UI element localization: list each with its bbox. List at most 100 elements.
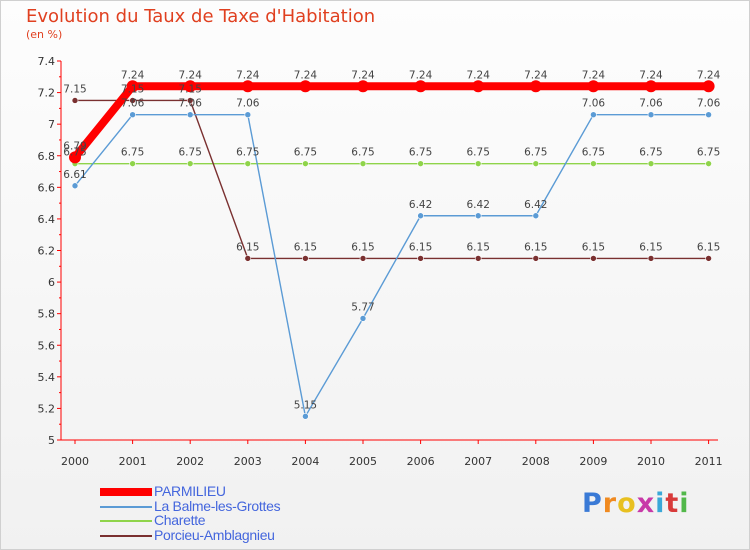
data-point bbox=[359, 315, 367, 322]
data-point bbox=[244, 111, 252, 118]
x-tick-label: 2004 bbox=[291, 455, 319, 468]
data-label: 7.24 bbox=[294, 69, 318, 81]
data-point bbox=[244, 255, 252, 262]
data-point bbox=[705, 160, 712, 167]
data-label: 7.24 bbox=[236, 69, 260, 81]
legend-item: Porcieu-Amblagnieu bbox=[100, 527, 360, 544]
proxiti-logo: Proxiti bbox=[582, 488, 690, 519]
data-point bbox=[532, 255, 540, 262]
data-point bbox=[647, 160, 655, 167]
y-tick-label: 6.2 bbox=[38, 245, 56, 258]
data-point bbox=[186, 111, 194, 118]
data-label: 7.06 bbox=[697, 98, 721, 110]
y-tick-label: 5.4 bbox=[38, 371, 56, 384]
data-label: 6.15 bbox=[236, 241, 259, 253]
data-point bbox=[129, 97, 136, 104]
x-tick-label: 2001 bbox=[119, 455, 147, 468]
series-line-1 bbox=[74, 113, 710, 418]
y-tick-label: 5.6 bbox=[38, 339, 56, 352]
y-tick-label: 6.8 bbox=[38, 150, 56, 163]
y-tick-label: 7.4 bbox=[38, 55, 56, 68]
legend-label: Charette bbox=[154, 512, 206, 528]
data-point bbox=[184, 80, 197, 93]
x-tick-label: 2009 bbox=[579, 455, 607, 468]
logo-letter: x bbox=[636, 488, 656, 519]
data-point bbox=[359, 255, 367, 262]
data-point bbox=[417, 160, 424, 167]
series-line-0 bbox=[71, 82, 713, 162]
logo-letter: i bbox=[679, 488, 690, 519]
data-point bbox=[474, 212, 482, 220]
y-tick-label: 5.8 bbox=[38, 308, 56, 321]
logo-letter: t bbox=[665, 488, 680, 519]
data-label: 6.42 bbox=[409, 199, 432, 211]
data-label: 7.15 bbox=[63, 83, 86, 95]
data-label: 7.24 bbox=[697, 69, 721, 81]
data-point bbox=[186, 97, 194, 104]
data-point bbox=[705, 255, 712, 262]
y-tick-label: 6 bbox=[48, 276, 55, 289]
data-point bbox=[302, 413, 309, 420]
data-label: 7.24 bbox=[121, 69, 145, 81]
data-label: 6.75 bbox=[236, 147, 259, 159]
data-label: 7.24 bbox=[409, 69, 433, 81]
data-label: 5.15 bbox=[294, 399, 317, 411]
x-tick-label: 2005 bbox=[349, 455, 377, 468]
data-label: 6.75 bbox=[582, 147, 605, 159]
logo-letter: o bbox=[617, 488, 637, 519]
data-point bbox=[241, 80, 254, 93]
data-point bbox=[590, 255, 597, 262]
chart-title: Evolution du Taux de Taxe d'Habitation bbox=[26, 6, 376, 27]
chart-subtitle: (en %) bbox=[26, 28, 63, 41]
legend-item: Charette bbox=[100, 512, 360, 529]
data-label: 7.15 bbox=[179, 83, 202, 95]
legend-swatch bbox=[100, 520, 152, 522]
data-point bbox=[472, 80, 485, 93]
data-label: 7.06 bbox=[582, 98, 606, 110]
data-label: 7.06 bbox=[179, 98, 203, 110]
data-label: 6.75 bbox=[409, 147, 432, 159]
data-label: 6.15 bbox=[294, 241, 317, 253]
x-tick-label: 2002 bbox=[176, 455, 204, 468]
legend-swatch bbox=[100, 488, 152, 496]
line-chart: 5 5.2 5.4 5.6 5.8 6 6.2 6.4 6.6 6.8 7 7.2 7.4 2000 200… bbox=[38, 55, 723, 468]
axes: 5 5.2 5.4 5.6 5.8 6 6.2 6.4 6.6 6.8 7 7.2 7.4 2000 200… bbox=[38, 55, 723, 468]
legend-swatch bbox=[100, 534, 152, 537]
data-point bbox=[302, 160, 309, 167]
data-point bbox=[359, 160, 367, 167]
legend-label: La Balme-les-Grottes bbox=[154, 497, 281, 514]
data-label: 6.15 bbox=[409, 241, 432, 253]
data-label: 7.24 bbox=[179, 69, 203, 81]
data-point bbox=[532, 212, 540, 220]
x-tick-label: 2003 bbox=[234, 455, 262, 468]
data-point bbox=[244, 160, 252, 167]
y-tick-label: 7 bbox=[48, 118, 55, 131]
data-point bbox=[532, 160, 540, 167]
data-label: 6.42 bbox=[524, 199, 547, 211]
data-point bbox=[702, 80, 715, 93]
data-labels: 6.79 7.24 7.24 7.24 7.24 7.24 7.24 7.24 7.24 7.24… bbox=[63, 69, 720, 411]
data-point bbox=[186, 160, 194, 167]
data-point bbox=[302, 255, 309, 262]
logo-letter: r bbox=[602, 488, 618, 519]
data-point bbox=[647, 111, 655, 118]
data-point bbox=[126, 80, 139, 93]
legend: PARMILIEU La Balme-les-Grottes Charette Por… bbox=[100, 483, 360, 544]
data-point bbox=[647, 255, 655, 262]
x-tick-label: 2011 bbox=[695, 455, 723, 468]
data-label: 6.79 bbox=[63, 140, 86, 152]
data-point bbox=[357, 80, 369, 93]
logo-letter: i bbox=[655, 488, 666, 519]
x-tick-label: 2007 bbox=[464, 455, 492, 468]
y-tick-label: 5.2 bbox=[38, 402, 56, 415]
data-point bbox=[71, 97, 79, 104]
data-label: 7.24 bbox=[639, 69, 663, 81]
data-point bbox=[129, 160, 136, 167]
data-label: 6.75 bbox=[179, 147, 202, 159]
data-label: 6.75 bbox=[351, 147, 374, 159]
data-label: 6.61 bbox=[63, 169, 86, 181]
data-label: 6.75 bbox=[639, 147, 662, 159]
y-tick-label: 5 bbox=[48, 434, 55, 447]
data-label: 6.75 bbox=[121, 147, 144, 159]
data-label: 6.15 bbox=[697, 241, 720, 253]
